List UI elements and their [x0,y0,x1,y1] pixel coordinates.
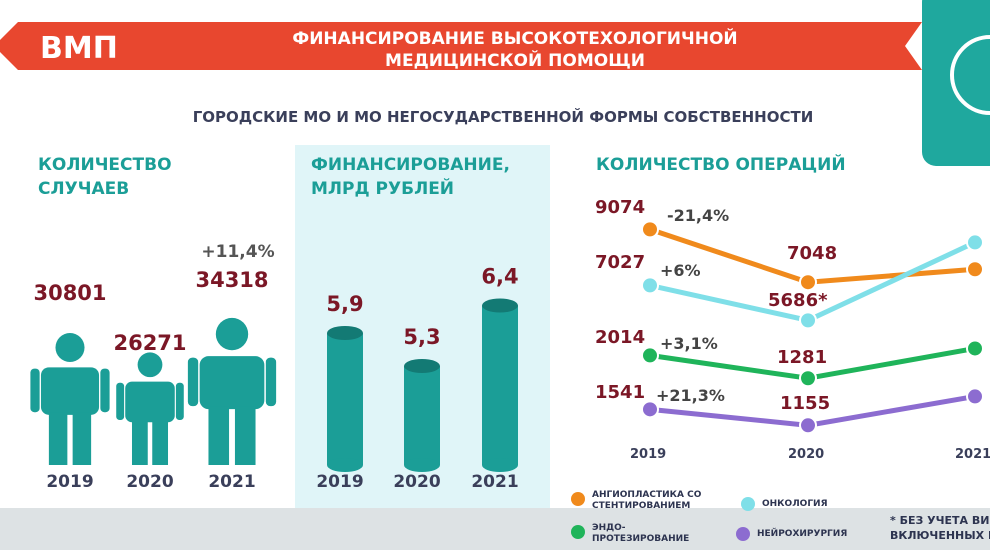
data-point [799,416,817,435]
value-label: 1281 [777,347,827,368]
x-tick-label: 2021 [471,472,518,492]
annotation: -21,4% [667,206,729,225]
value-label: 1541 [595,382,645,403]
badge: ВМП [40,31,118,66]
legend-label: ОНКОЛОГИЯ [762,499,828,509]
x-tick-label: 2019 [46,472,93,492]
data-point [966,339,984,358]
legend-marker [571,525,585,539]
person-arm [265,357,277,407]
data-point [799,311,817,330]
value-label: 1155 [780,393,830,414]
subtitle: ГОРОДСКИЕ МО И МО НЕГОСУДАРСТВЕННОЙ ФОРМ… [193,107,814,126]
value-label: 34318 [195,268,268,292]
data-point [641,346,659,365]
annotation: +11,4% [201,242,274,262]
cylinder [327,333,363,465]
cylinder [404,366,440,465]
x-tick-label: 2021 [208,472,255,492]
person-body [199,356,265,410]
data-point [641,400,659,419]
cylinder-base [482,458,518,472]
annotation: +21,3% [656,386,725,405]
legend-marker [736,527,750,541]
person-arm [116,382,125,420]
x-tick-label: 2019 [316,472,363,492]
logo [922,0,990,166]
value-label: 7048 [787,243,837,264]
legend-marker [741,497,755,511]
person-leg [208,406,230,465]
person-arm [187,357,199,407]
x-tick-label: 2021 [955,447,990,462]
x-tick-label: 2019 [630,447,666,462]
cylinder-top [482,298,518,313]
footnote: * БЕЗ УЧЕТА ВИ [890,514,990,527]
data-point [966,387,984,406]
person-arm [175,382,184,420]
legend-marker [571,492,585,506]
chart-title: КОЛИЧЕСТВО [38,155,172,175]
logo-mark [950,35,990,115]
legend-label: ЭНДО-ПРОТЕЗИРОВАНИЕ [592,523,690,544]
banner [0,22,922,70]
chart-title: СЛУЧАЕВ [38,179,129,199]
x-tick-label: 2020 [788,447,824,462]
cylinder-base [404,458,440,472]
footnote: ВКЛЮЧЕННЫХ В [890,529,990,542]
value-label: 9074 [595,197,645,218]
person-arm [100,368,110,413]
person-icon [30,332,110,465]
cylinder-base [327,458,363,472]
x-tick-label: 2020 [126,472,173,492]
person-leg [48,412,68,465]
person-head [55,332,85,363]
person-body [125,381,175,423]
value-label: 7027 [595,252,645,273]
data-point [641,220,659,239]
value-label: 2014 [595,327,645,348]
title: МЕДИЦИНСКОЙ ПОМОЩИ [385,49,645,71]
cylinder-top [404,359,440,373]
footer-band [0,508,990,550]
cylinder-top [327,326,363,340]
value-label: 30801 [33,281,106,305]
person-head [215,317,249,351]
chart-title: ФИНАНСИРОВАНИЕ, [311,155,510,175]
annotation: +6% [660,261,701,280]
legend-label: НЕЙРОХИРУРГИЯ [757,529,848,539]
person-icon [116,352,184,465]
data-point [966,233,984,252]
person-icon [187,317,277,465]
chart-title: КОЛИЧЕСТВО ОПЕРАЦИЙ [596,153,846,175]
x-tick-label: 2020 [393,472,440,492]
annotation: +3,1% [660,334,718,353]
person-head [137,352,163,378]
cylinder [482,305,518,465]
person-leg [131,419,148,465]
person-leg [234,406,256,465]
person-arm [30,368,40,413]
value-label: 6,4 [481,265,518,289]
legend-label: АНГИОПЛАСТИКА СО СТЕНТИРОВАНИЕМ [592,490,702,511]
chart-title: МЛРД РУБЛЕЙ [311,177,454,199]
data-point [966,260,984,279]
person-leg [152,419,169,465]
person-leg [72,412,92,465]
value-label: 26271 [113,331,186,355]
value-label: 5,9 [326,292,363,316]
value-label: 5686* [768,290,828,311]
title: ФИНАНСИРОВАНИЕ ВЫСОКОТЕХОЛОГИЧНОЙ [292,27,737,49]
data-point [799,273,817,292]
data-point [799,369,817,388]
person-body [40,367,100,415]
value-label: 5,3 [403,325,440,349]
data-point [641,276,659,295]
